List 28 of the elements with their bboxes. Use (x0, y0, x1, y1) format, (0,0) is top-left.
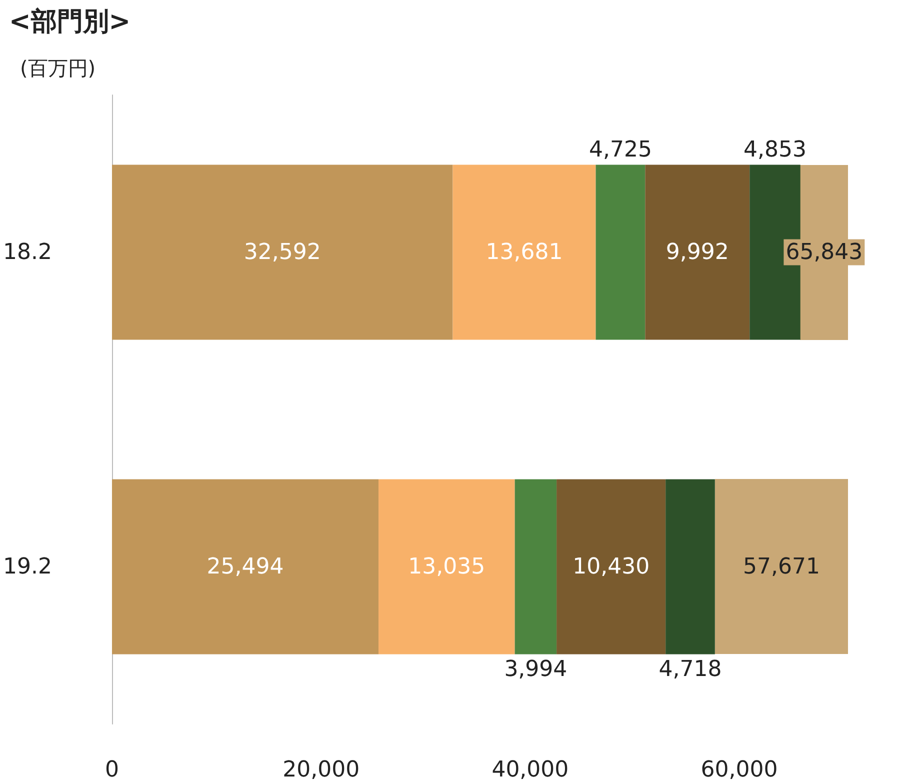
data-label: 13,035 (408, 554, 486, 580)
data-label: 3,994 (504, 656, 568, 682)
x-tick-label: 40,000 (492, 758, 569, 781)
bar (645, 164, 750, 340)
x-tick-label: 60,000 (700, 758, 778, 781)
y-tick-label: 19.2 (3, 554, 52, 580)
bar (596, 164, 646, 340)
x-tick-label: 0 (104, 758, 119, 781)
chart-title: <部門別> (9, 7, 131, 37)
bar (452, 164, 596, 340)
bar (112, 164, 453, 340)
data-label: 9,992 (666, 240, 729, 265)
x-tick-label: 20,000 (282, 758, 360, 781)
y-axis-title: (百万円) (20, 56, 96, 80)
total-label: 65,843 (786, 240, 863, 265)
data-label: 13,681 (486, 240, 563, 265)
bar (378, 479, 515, 654)
bar (514, 479, 557, 654)
data-label: 4,718 (658, 656, 722, 682)
data-label: 10,430 (572, 554, 650, 580)
bar (112, 479, 379, 654)
y-tick-label: 18.2 (3, 240, 52, 265)
total-label: 57,671 (742, 554, 820, 580)
data-label: 32,592 (244, 240, 321, 265)
data-label: 4,853 (743, 137, 806, 162)
data-label: 25,494 (206, 554, 284, 580)
data-label: 4,725 (588, 137, 652, 162)
bar (556, 479, 666, 654)
